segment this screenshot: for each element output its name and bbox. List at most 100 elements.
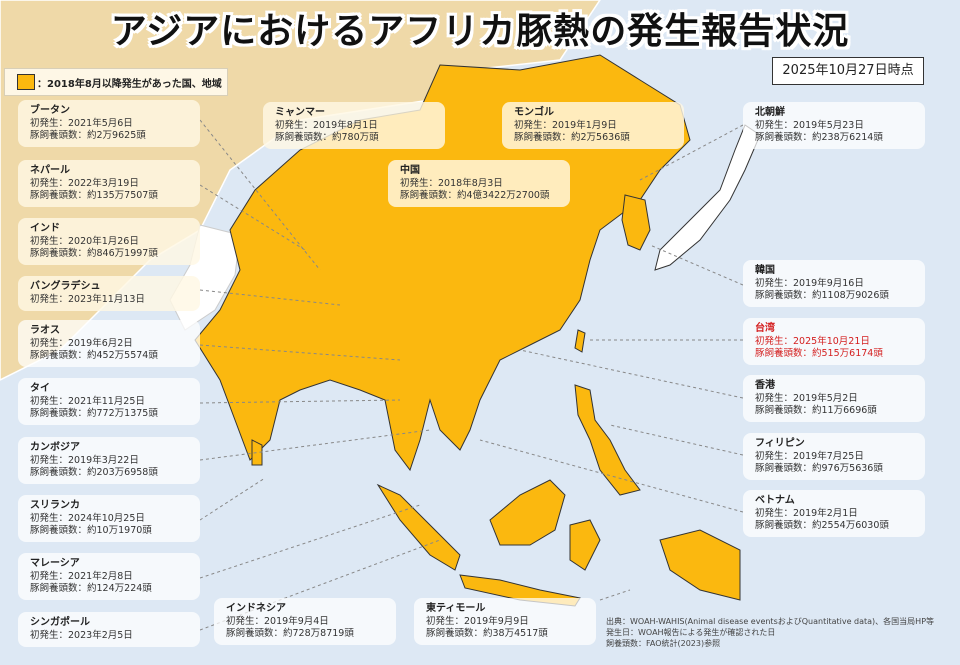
country-name: シンガポール bbox=[30, 617, 90, 628]
pig-population: 豚飼養頭数：約11万6696頭 bbox=[755, 405, 913, 417]
first-outbreak: 初発生：2025年10月21日 bbox=[755, 336, 913, 348]
first-outbreak-label: 初発生： bbox=[30, 630, 69, 641]
country-name: 香港 bbox=[755, 380, 775, 391]
country-box-indonesia: インドネシア 初発生：2019年9月4日 豚飼養頭数：約728万8719頭 bbox=[214, 598, 396, 645]
pig-population: 豚飼養頭数：約2554万6030頭 bbox=[755, 520, 913, 532]
pig-population-label: 豚飼養頭数： bbox=[755, 132, 813, 143]
leader-line-nepal bbox=[199, 184, 306, 251]
country-box-srilanka: スリランカ 初発生：2024年10月25日 豚飼養頭数：約10万1970頭 bbox=[18, 495, 200, 542]
source-note: 出典：WOAH-WAHIS(Animal disease eventsおよびQu… bbox=[606, 617, 935, 626]
pig-population: 豚飼養頭数：約780万頭 bbox=[275, 132, 433, 144]
country-box-china: 中国 初発生：2018年8月3日 豚飼養頭数：約4億3422万2700頭 bbox=[388, 160, 570, 207]
pig-population-label: 豚飼養頭数： bbox=[30, 350, 88, 361]
first-outbreak-date: 2019年2月1日 bbox=[793, 508, 858, 519]
country-name: 中国 bbox=[400, 165, 420, 176]
first-outbreak: 初発生：2019年1月9日 bbox=[514, 120, 672, 132]
pig-population: 豚飼養頭数：約515万6174頭 bbox=[755, 348, 913, 360]
first-outbreak-date: 2021年2月8日 bbox=[68, 571, 133, 582]
pig-population-label: 豚飼養頭数： bbox=[30, 248, 88, 259]
pig-population-label: 豚飼養頭数： bbox=[755, 463, 813, 474]
pig-population-value: 約10万1970頭 bbox=[87, 525, 152, 536]
first-outbreak: 初発生：2023年11月13日 bbox=[30, 294, 188, 306]
legend: ：2018年8月以降発生があった国、地域 bbox=[4, 68, 228, 96]
pig-population: 豚飼養頭数：約1108万9026頭 bbox=[755, 290, 913, 302]
pig-population-value: 約780万頭 bbox=[332, 132, 379, 143]
first-outbreak-date: 2020年1月26日 bbox=[68, 236, 139, 247]
affected-region-korea bbox=[621, 194, 651, 251]
first-outbreak: 初発生：2018年8月3日 bbox=[400, 178, 558, 190]
country-name: カンボジア bbox=[30, 442, 80, 453]
pig-population-label: 豚飼養頭数： bbox=[755, 520, 813, 531]
first-outbreak-date: 2019年5月2日 bbox=[793, 393, 858, 404]
first-outbreak-label: 初発生： bbox=[30, 236, 69, 247]
country-box-thailand: タイ 初発生：2021年11月25日 豚飼養頭数：約772万1375頭 bbox=[18, 378, 200, 425]
first-outbreak-label: 初発生： bbox=[30, 396, 69, 407]
pig-population: 豚飼養頭数：約124万224頭 bbox=[30, 583, 188, 595]
country-box-philippines: フィリピン 初発生：2019年7月25日 豚飼養頭数：約976万5636頭 bbox=[743, 433, 925, 480]
pig-population-label: 豚飼養頭数： bbox=[400, 190, 458, 201]
pig-population-value: 約2万5636頭 bbox=[571, 132, 630, 143]
first-outbreak-label: 初発生： bbox=[30, 294, 69, 305]
pig-population: 豚飼養頭数：約452万5574頭 bbox=[30, 350, 188, 362]
pig-population: 豚飼養頭数：約238万6214頭 bbox=[755, 132, 913, 144]
leader-line-korea bbox=[649, 244, 744, 286]
pig-population-value: 約515万6174頭 bbox=[812, 348, 883, 359]
country-name: ラオス bbox=[30, 325, 60, 336]
country-box-laos: ラオス 初発生：2019年6月2日 豚飼養頭数：約452万5574頭 bbox=[18, 320, 200, 367]
pig-population-label: 豚飼養頭数： bbox=[226, 628, 284, 639]
first-outbreak-label: 初発生： bbox=[30, 178, 69, 189]
country-name: 北朝鮮 bbox=[755, 107, 785, 118]
pig-population: 豚飼養頭数：約2万5636頭 bbox=[514, 132, 672, 144]
pig-population-value: 約124万224頭 bbox=[87, 583, 152, 594]
first-outbreak-label: 初発生： bbox=[30, 571, 69, 582]
country-box-cambodia: カンボジア 初発生：2019年3月22日 豚飼養頭数：約203万6958頭 bbox=[18, 437, 200, 484]
affected-region-sumatra bbox=[376, 483, 461, 571]
first-outbreak-label: 初発生： bbox=[755, 393, 794, 404]
pig-population-label: 豚飼養頭数： bbox=[30, 130, 88, 141]
first-outbreak-label: 初発生： bbox=[275, 120, 314, 131]
country-box-bangladesh: バングラデシュ 初発生：2023年11月13日 bbox=[18, 276, 200, 311]
first-outbreak-date: 2024年10月25日 bbox=[68, 513, 145, 524]
first-outbreak: 初発生：2019年9月4日 bbox=[226, 616, 384, 628]
pig-population-label: 豚飼養頭数： bbox=[275, 132, 333, 143]
first-outbreak-date: 2019年1月9日 bbox=[552, 120, 617, 131]
country-box-singapore: シンガポール 初発生：2023年2月5日 bbox=[18, 612, 200, 647]
first-outbreak-date: 2023年2月5日 bbox=[68, 630, 133, 641]
first-outbreak-date: 2022年3月19日 bbox=[68, 178, 139, 189]
pig-population-label: 豚飼養頭数： bbox=[30, 583, 88, 594]
first-outbreak-label: 初発生： bbox=[755, 120, 794, 131]
country-name: インドネシア bbox=[226, 603, 286, 614]
source-note: 発生日：WOAH報告による発生が確認された日 bbox=[606, 628, 776, 637]
pig-population-value: 約2万9625頭 bbox=[87, 130, 146, 141]
country-box-myanmar: ミャンマー 初発生：2019年8月1日 豚飼養頭数：約780万頭 bbox=[263, 102, 445, 149]
first-outbreak-label: 初発生： bbox=[30, 455, 69, 466]
leader-line-srilanka bbox=[199, 477, 266, 521]
pig-population-value: 約2554万6030頭 bbox=[812, 520, 889, 531]
first-outbreak-date: 2019年9月4日 bbox=[264, 616, 329, 627]
pig-population-label: 豚飼養頭数： bbox=[30, 525, 88, 536]
first-outbreak-date: 2021年11月25日 bbox=[68, 396, 145, 407]
first-outbreak-label: 初発生： bbox=[30, 118, 69, 129]
first-outbreak-date: 2019年6月2日 bbox=[68, 338, 133, 349]
country-name: モンゴル bbox=[514, 107, 554, 118]
page-title: アジアにおけるアフリカ豚熱の発生報告状況 bbox=[110, 11, 850, 52]
first-outbreak: 初発生：2021年5月6日 bbox=[30, 118, 188, 130]
as-of-date: 2025年10月27日時点 bbox=[772, 57, 924, 85]
pig-population-value: 約4億3422万2700頭 bbox=[457, 190, 550, 201]
country-box-timor-leste: 東ティモール 初発生：2019年9月9日 豚飼養頭数：約38万4517頭 bbox=[414, 598, 596, 645]
first-outbreak-date: 2019年8月1日 bbox=[313, 120, 378, 131]
affected-region-borneo bbox=[489, 479, 566, 546]
pig-population: 豚飼養頭数：約4億3422万2700頭 bbox=[400, 190, 558, 202]
first-outbreak: 初発生：2019年6月2日 bbox=[30, 338, 188, 350]
first-outbreak-date: 2018年8月3日 bbox=[438, 178, 503, 189]
first-outbreak: 初発生：2020年1月26日 bbox=[30, 236, 188, 248]
country-name: 台湾 bbox=[755, 323, 775, 334]
country-box-taiwan: 台湾 初発生：2025年10月21日 豚飼養頭数：約515万6174頭 bbox=[743, 318, 925, 365]
pig-population-value: 約976万5636頭 bbox=[812, 463, 883, 474]
first-outbreak: 初発生：2019年8月1日 bbox=[275, 120, 433, 132]
leader-line-northkorea bbox=[639, 124, 744, 181]
pig-population: 豚飼養頭数：約135万7507頭 bbox=[30, 190, 188, 202]
first-outbreak-date: 2019年3月22日 bbox=[68, 455, 139, 466]
country-box-vietnam: ベトナム 初発生：2019年2月1日 豚飼養頭数：約2554万6030頭 bbox=[743, 490, 925, 537]
first-outbreak: 初発生：2019年9月9日 bbox=[426, 616, 584, 628]
